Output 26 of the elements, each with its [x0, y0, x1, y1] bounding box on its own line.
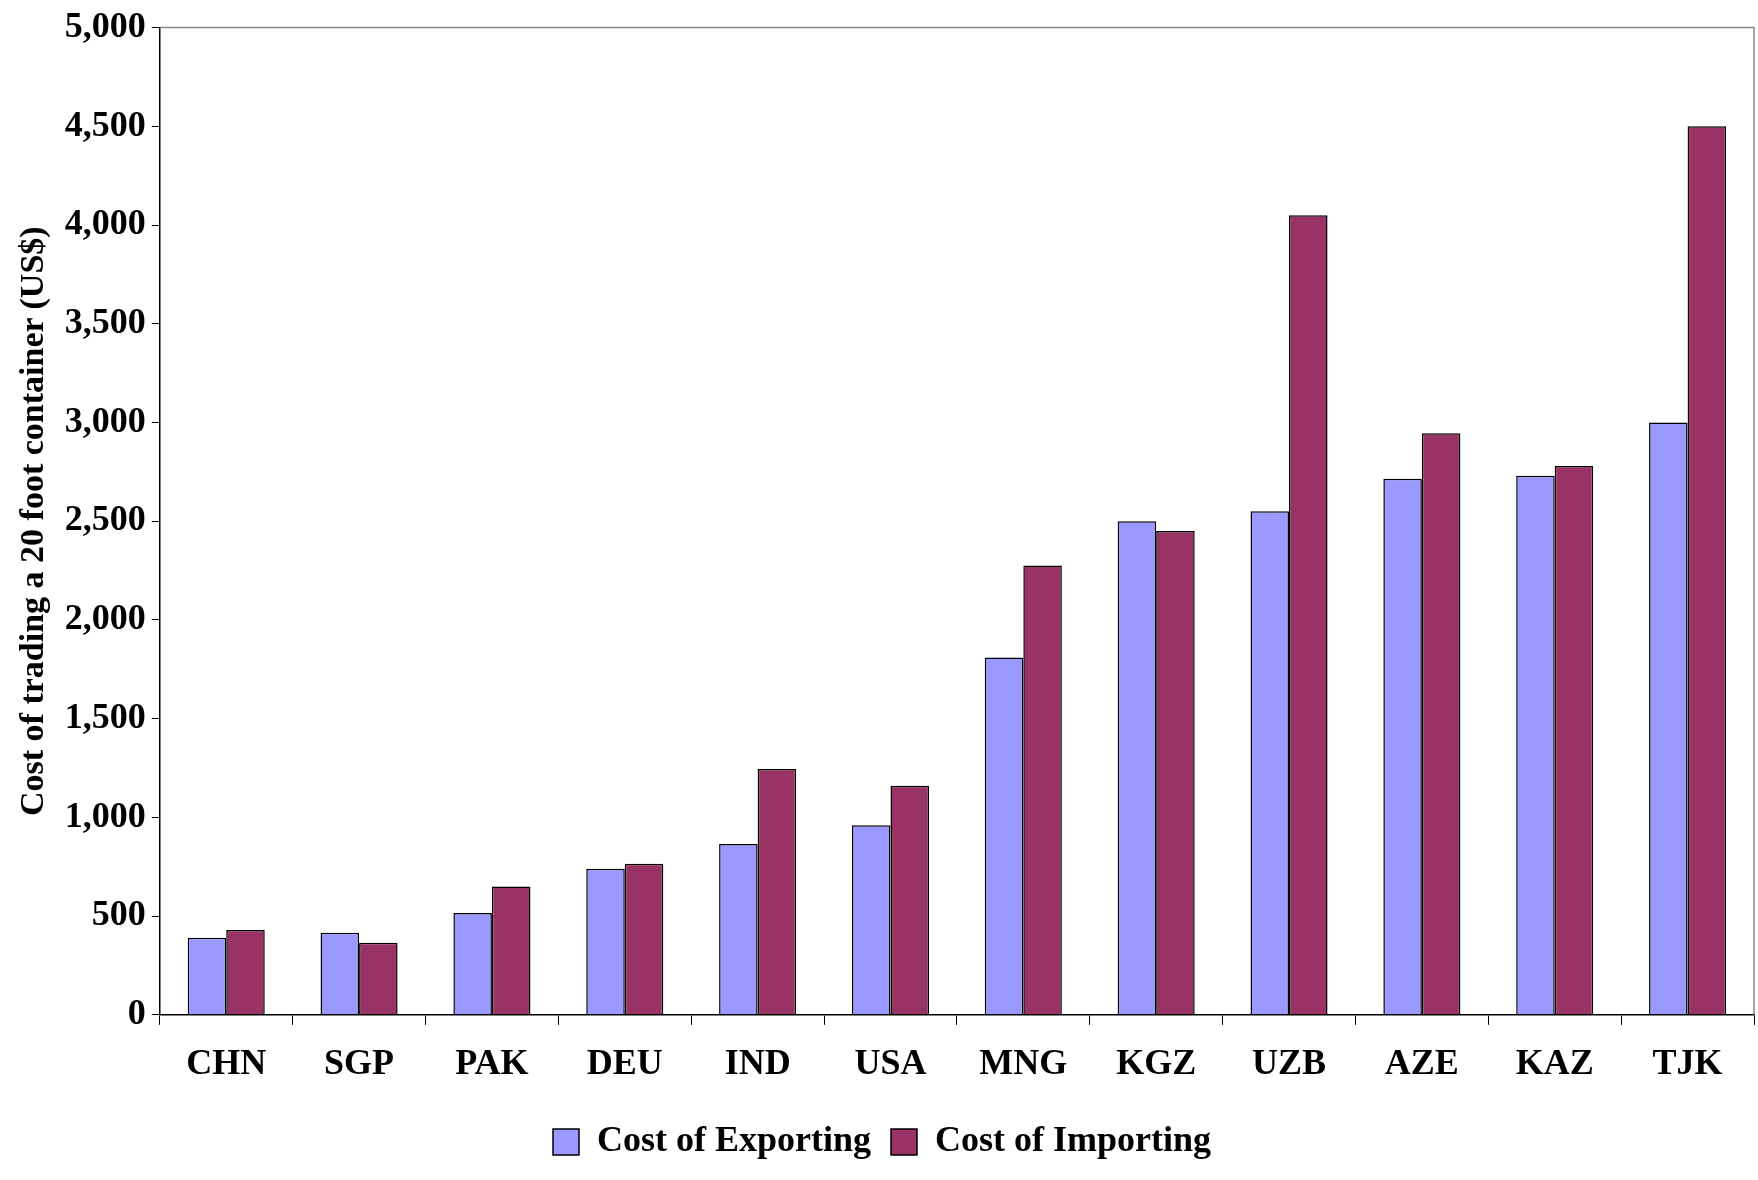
x-tick-label: AZE — [1384, 1041, 1459, 1082]
legend-label: Cost of Importing — [935, 1119, 1212, 1160]
y-tick-label: 3,000 — [64, 399, 146, 440]
x-tick-label: PAK — [455, 1041, 529, 1082]
y-tick-label: 0 — [127, 992, 146, 1033]
x-tick-label: IND — [724, 1041, 791, 1082]
x-tick-label: SGP — [324, 1041, 395, 1082]
legend-label: Cost of Exporting — [597, 1119, 872, 1160]
x-tick-label: UZB — [1252, 1041, 1327, 1082]
x-tick-label: USA — [854, 1041, 927, 1082]
x-tick-label: CHN — [186, 1041, 267, 1082]
x-tick-label: MNG — [979, 1041, 1068, 1082]
y-tick-label: 2,000 — [64, 597, 146, 638]
y-axis-title: Cost of trading a 20 foot container (US$) — [13, 226, 52, 816]
x-tick-label: KGZ — [1116, 1041, 1197, 1082]
y-tick-label: 500 — [91, 893, 146, 934]
y-tick-label: 1,000 — [64, 794, 146, 835]
y-tick-label: 3,500 — [64, 301, 146, 342]
y-tick-label: 2,500 — [64, 498, 146, 539]
y-tick-label: 4,000 — [64, 202, 146, 243]
x-tick-label: KAZ — [1515, 1041, 1594, 1082]
y-tick-label: 1,500 — [64, 695, 146, 736]
y-tick-label: 4,500 — [64, 103, 146, 144]
y-tick-label: 5,000 — [64, 4, 146, 45]
x-tick-label: TJK — [1652, 1041, 1723, 1082]
x-tick-label: DEU — [586, 1041, 663, 1082]
